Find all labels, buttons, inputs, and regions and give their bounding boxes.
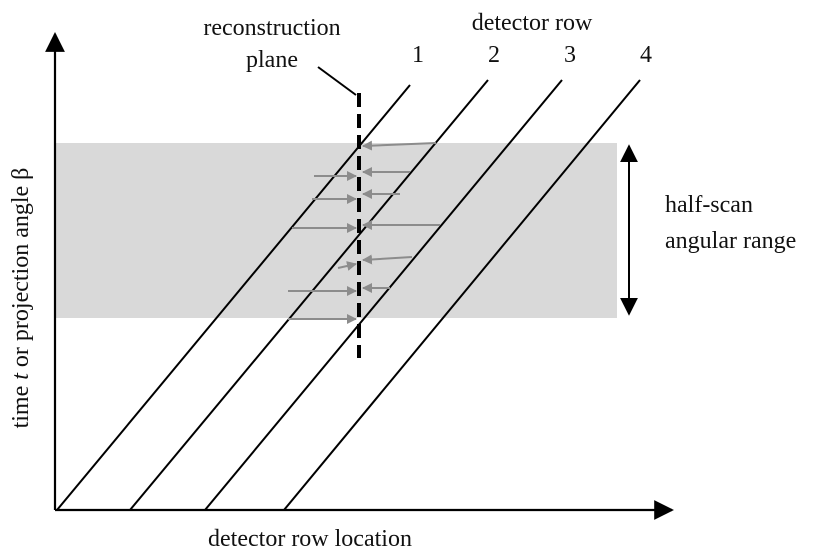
detector-row-title: detector row <box>472 10 593 36</box>
plane-pointer <box>317 66 357 96</box>
half-scan-band <box>55 143 617 318</box>
y-axis-label-rest: or projection angle β <box>8 168 34 373</box>
detector-row-line-1 <box>56 84 411 511</box>
y-axis-label: time t or projection angle β <box>8 168 34 429</box>
y-axis-label-var: t <box>8 372 34 380</box>
detector-row-line-4 <box>283 79 641 511</box>
row-number-3: 3 <box>564 42 576 68</box>
plane-label: plane <box>246 47 298 73</box>
detector-row-line-2 <box>129 79 489 511</box>
interp-arrow <box>362 254 413 265</box>
interp-arrow <box>362 140 437 151</box>
detector-row-line-3 <box>204 79 563 511</box>
half-scan-label: half-scan <box>665 192 753 218</box>
row-number-2: 2 <box>488 42 500 68</box>
angular-range-label: angular range <box>665 228 796 254</box>
y-axis-label-prefix: time <box>8 380 34 429</box>
row-number-1: 1 <box>412 42 424 68</box>
interpolation-arrows <box>288 140 440 324</box>
row-number-4: 4 <box>640 42 652 68</box>
interp-arrow <box>337 261 357 271</box>
x-axis-label: detector row location <box>208 526 412 549</box>
reconstruction-label: reconstruction <box>203 15 340 41</box>
